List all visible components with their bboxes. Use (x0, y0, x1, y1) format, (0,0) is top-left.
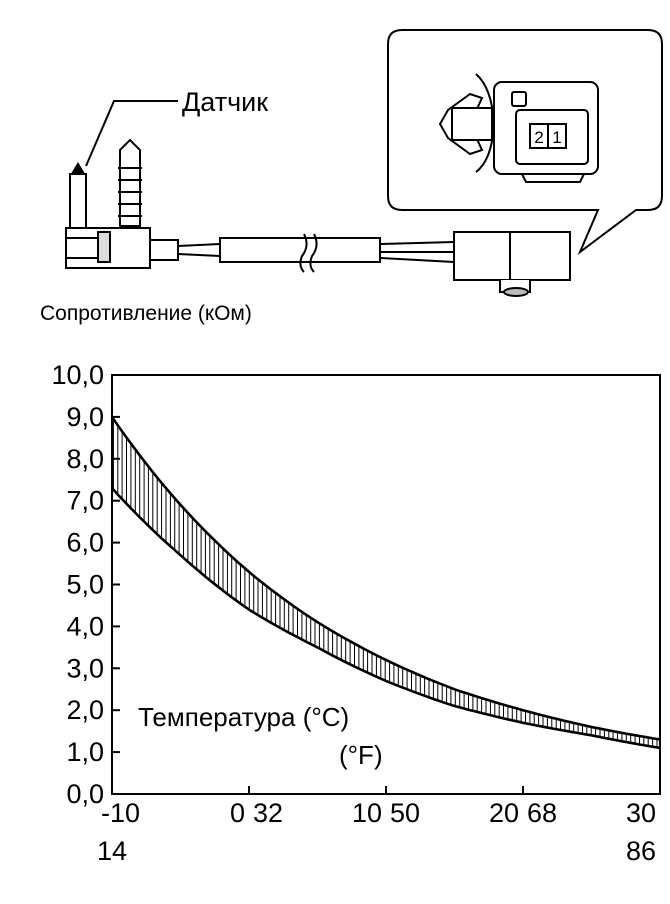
x-axis-label-fahrenheit: (°F) (339, 740, 383, 770)
x-tick-label-fahrenheit: 50 (390, 798, 420, 828)
x-tick-label-fahrenheit: 14 (97, 836, 127, 866)
y-tick-label: 1,0 (66, 737, 104, 767)
x-tick-labels: -10 14 0 32 10 50 20 68 30 86 (97, 798, 656, 866)
y-tick-label: 8,0 (66, 444, 104, 474)
y-tick-label: 4,0 (66, 611, 104, 641)
resistance-band (110, 416, 661, 750)
pin-1-label: 1 (552, 128, 561, 147)
x-tick-label-celsius: 10 (352, 798, 382, 828)
y-axis-label: Сопротивление (кОм) (40, 302, 252, 325)
sensor-label: Датчик (182, 87, 268, 117)
y-tick-labels: 0,0 1,0 2,0 3,0 4,0 5,0 6,0 7,0 8,0 9,0 10,0 (51, 360, 104, 809)
x-tick-label-fahrenheit: 68 (527, 798, 557, 828)
x-tick-label-celsius: 30 (626, 798, 656, 828)
x-tick-label-fahrenheit: 32 (253, 798, 283, 828)
pin-1-cell (547, 123, 567, 149)
x-tick-label-celsius: 0 (230, 798, 245, 828)
x-tick-label-celsius: -10 (101, 798, 140, 828)
y-tick-label: 10,0 (51, 360, 104, 390)
upper-limit-curve (110, 416, 661, 741)
x-axis-title: Температура (°C) (°F) (134, 696, 400, 770)
y-tick-label: 5,0 (66, 570, 104, 600)
y-tick-label: 7,0 (66, 486, 104, 516)
harness-connector (453, 231, 571, 297)
pin-2-label: 2 (534, 128, 543, 147)
y-tick-label: 9,0 (66, 402, 104, 432)
axis-ticks (111, 374, 661, 795)
lower-limit-curve (111, 487, 661, 750)
x-axis-title-background (134, 696, 400, 770)
sensor-diagram: 2 1 (65, 29, 663, 297)
cable (150, 233, 455, 273)
x-tick-label-celsius: 20 (489, 798, 519, 828)
x-tick-label-fahrenheit: 86 (626, 836, 656, 866)
y-tick-label: 2,0 (66, 695, 104, 725)
sensor-leader-line (85, 100, 178, 167)
y-tick-label: 3,0 (66, 653, 104, 683)
x-axis-label-celsius: Температура (°C) (138, 702, 349, 732)
connector-face: 2 1 (438, 73, 599, 183)
y-tick-label: 6,0 (66, 528, 104, 558)
sensor-body (65, 138, 151, 269)
y-tick-label: 0,0 (66, 779, 104, 809)
